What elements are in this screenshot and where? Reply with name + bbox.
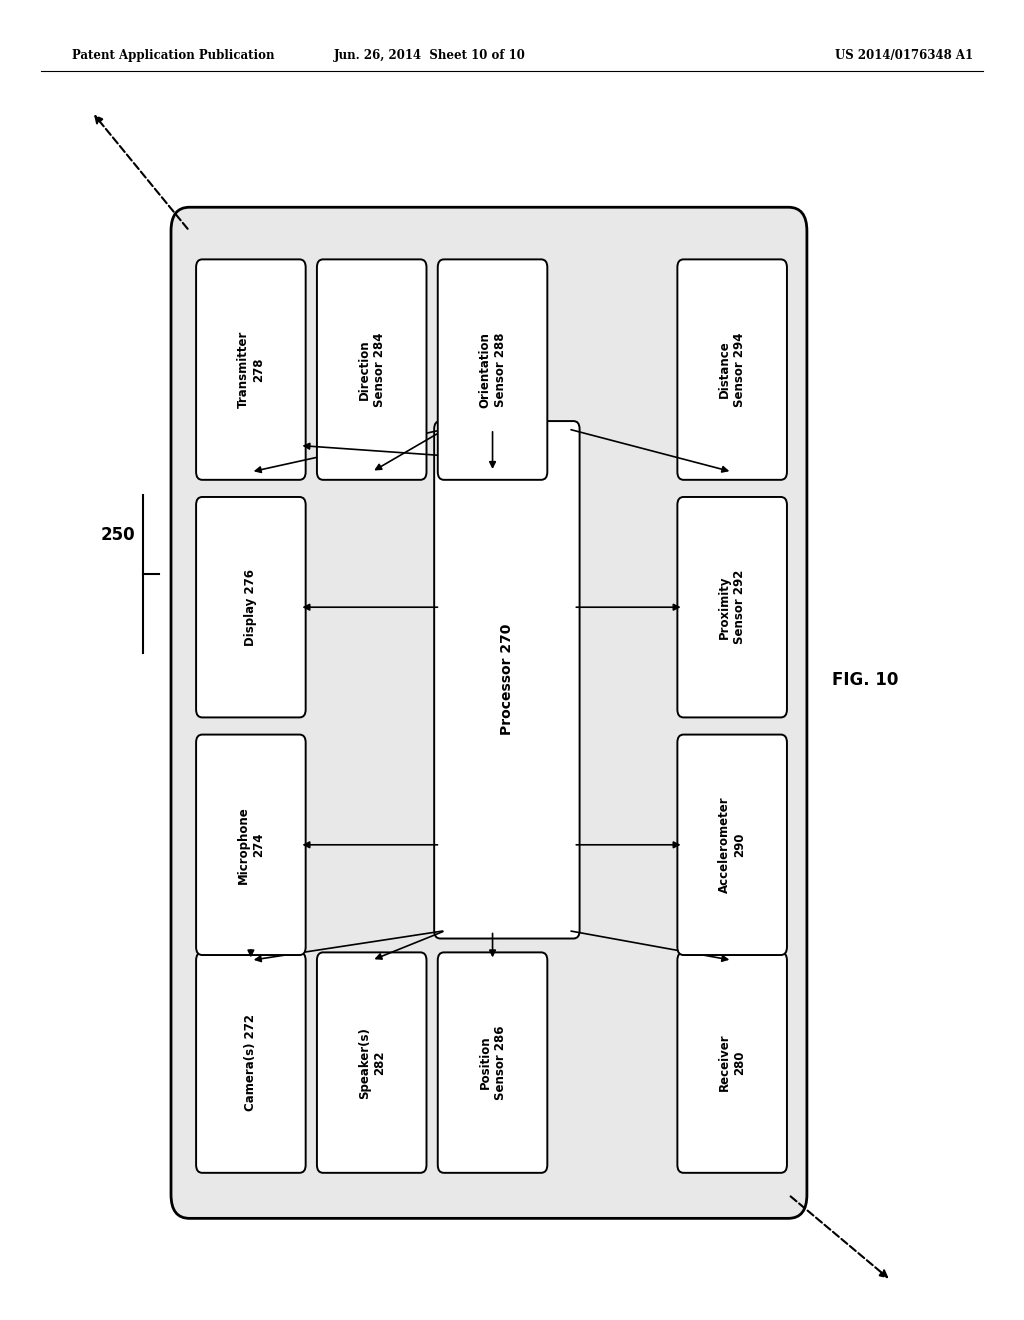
FancyBboxPatch shape (438, 953, 547, 1172)
Text: Speaker(s)
282: Speaker(s) 282 (357, 1027, 386, 1098)
FancyBboxPatch shape (197, 953, 305, 1172)
FancyBboxPatch shape (678, 734, 786, 956)
Text: 250: 250 (100, 525, 135, 544)
Text: Jun. 26, 2014  Sheet 10 of 10: Jun. 26, 2014 Sheet 10 of 10 (334, 49, 526, 62)
Text: Orientation
Sensor 288: Orientation Sensor 288 (478, 331, 507, 408)
FancyBboxPatch shape (197, 260, 305, 480)
Text: Transmitter
278: Transmitter 278 (237, 331, 265, 408)
FancyBboxPatch shape (678, 953, 786, 1172)
Text: Display 276: Display 276 (245, 569, 257, 645)
FancyBboxPatch shape (317, 260, 426, 480)
Text: Proximity
Sensor 292: Proximity Sensor 292 (718, 570, 746, 644)
Text: Patent Application Publication: Patent Application Publication (72, 49, 274, 62)
FancyBboxPatch shape (678, 496, 786, 718)
FancyBboxPatch shape (197, 496, 305, 718)
FancyBboxPatch shape (171, 207, 807, 1218)
FancyBboxPatch shape (678, 260, 786, 480)
Text: Receiver
280: Receiver 280 (718, 1034, 746, 1092)
Text: Microphone
274: Microphone 274 (237, 807, 265, 883)
FancyBboxPatch shape (438, 260, 547, 480)
Text: Accelerometer
290: Accelerometer 290 (718, 796, 746, 894)
FancyBboxPatch shape (317, 953, 426, 1172)
Text: Position
Sensor 286: Position Sensor 286 (478, 1026, 507, 1100)
Text: Processor 270: Processor 270 (500, 624, 514, 735)
Text: Camera(s) 272: Camera(s) 272 (245, 1014, 257, 1111)
FancyBboxPatch shape (434, 421, 580, 939)
Text: US 2014/0176348 A1: US 2014/0176348 A1 (835, 49, 973, 62)
Text: Distance
Sensor 294: Distance Sensor 294 (718, 333, 746, 407)
Text: FIG. 10: FIG. 10 (833, 671, 898, 689)
Text: Direction
Sensor 284: Direction Sensor 284 (357, 333, 386, 407)
FancyBboxPatch shape (197, 734, 305, 956)
